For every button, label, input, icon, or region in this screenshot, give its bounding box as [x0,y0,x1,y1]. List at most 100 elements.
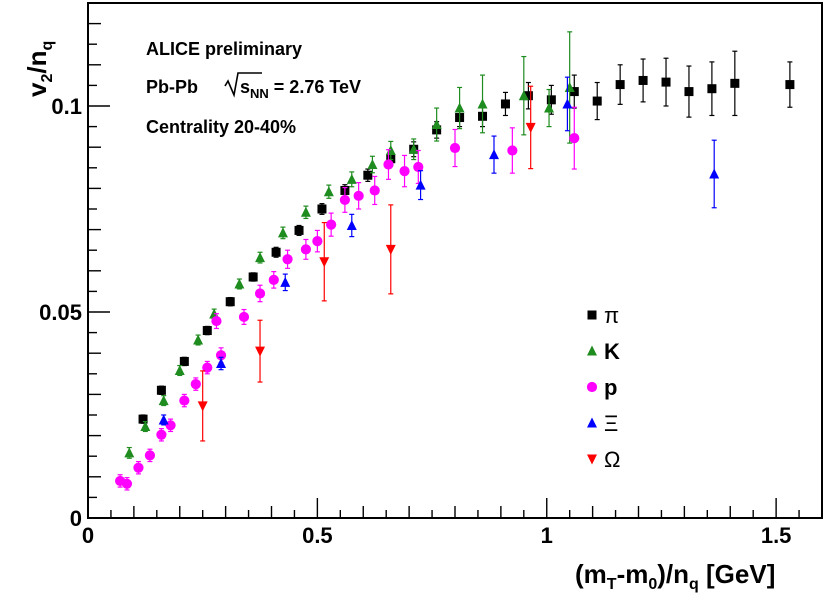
data-point [158,414,169,426]
point-marker [477,98,488,109]
point-marker [124,447,135,458]
data-point [234,278,245,290]
data-point [268,271,279,289]
data-point [525,85,536,170]
x-axis-title: (mT-m0)/nq [GeV] [575,559,775,593]
data-point [300,205,311,220]
series-2 [115,106,580,491]
data-point [431,107,442,142]
point-marker [500,99,510,109]
data-point [615,64,625,105]
data-point [507,127,518,174]
point-marker [211,315,222,327]
point-marker [234,278,245,289]
point-marker [546,95,556,105]
point-marker [785,80,795,90]
data-point [562,76,573,132]
data-point [413,149,424,185]
point-marker [174,365,185,376]
point-marker [346,219,357,230]
legend-marker [586,381,598,393]
series-1 [124,31,575,459]
data-point [255,251,266,264]
point-marker [238,311,250,323]
point-marker [367,159,378,170]
legend-label: Ω [604,447,620,472]
point-marker [518,90,529,101]
point-marker [319,257,330,268]
data-point [138,414,148,424]
data-point [592,81,602,121]
data-point [319,221,330,302]
data-point [518,55,529,136]
data-point [707,61,717,117]
data-point [255,319,266,383]
data-point [254,284,266,303]
point-marker [121,478,133,489]
legend-label: π [604,303,619,328]
y-axis-title: v2/nq [22,41,56,97]
series-0 [138,50,795,424]
data-point [569,106,580,170]
point-marker [179,356,189,366]
annotation-sqrt-s: sNN = 2.76 TeV [224,72,361,101]
data-point [367,155,378,174]
data-point [339,186,350,213]
legend-marker [587,310,597,320]
data-point [488,135,499,174]
data-point [477,74,488,134]
legend-label: K [604,339,620,364]
data-point [202,360,213,375]
data-point [193,334,204,346]
point-marker [449,142,461,154]
point-marker [282,254,293,265]
axis-ticks [87,2,823,519]
point-marker [363,170,373,180]
series-4 [197,85,536,442]
data-point [190,377,201,391]
point-marker [525,122,536,133]
legend-label: p [604,375,617,400]
data-point [385,204,396,295]
data-point [323,184,334,199]
data-point [124,446,135,459]
point-marker [144,450,156,461]
data-point [165,418,176,433]
data-point [730,50,740,117]
data-point [282,249,293,269]
data-point [277,226,288,240]
point-marker [248,272,258,282]
point-marker [369,185,380,196]
point-marker [523,91,533,101]
data-point [500,91,510,117]
data-point [133,460,144,475]
tick-labels: 0 0.5 1 1.5 0 0.05 0.1 [39,94,791,548]
y-tick-label: 0.1 [51,94,82,119]
point-marker [488,149,499,160]
data-point [383,149,394,180]
series-3 [158,76,720,426]
point-marker [277,227,288,238]
point-marker [399,165,410,177]
point-marker [615,80,625,90]
point-marker [280,276,291,287]
point-marker [346,173,357,184]
y-tick-label: 0.05 [39,300,82,325]
point-marker [312,236,323,247]
data-point [158,395,169,407]
data-point [225,296,235,307]
point-marker [190,379,201,390]
point-marker [255,346,266,357]
point-marker [140,421,151,432]
point-marker [431,119,442,130]
data-point [144,448,156,463]
data-point [294,224,304,236]
y-tick-label: 0 [70,506,82,531]
data-point [202,325,212,336]
point-marker [507,145,518,156]
legend-entry: π [587,303,619,328]
data-point [346,213,357,238]
point-marker [254,288,266,299]
